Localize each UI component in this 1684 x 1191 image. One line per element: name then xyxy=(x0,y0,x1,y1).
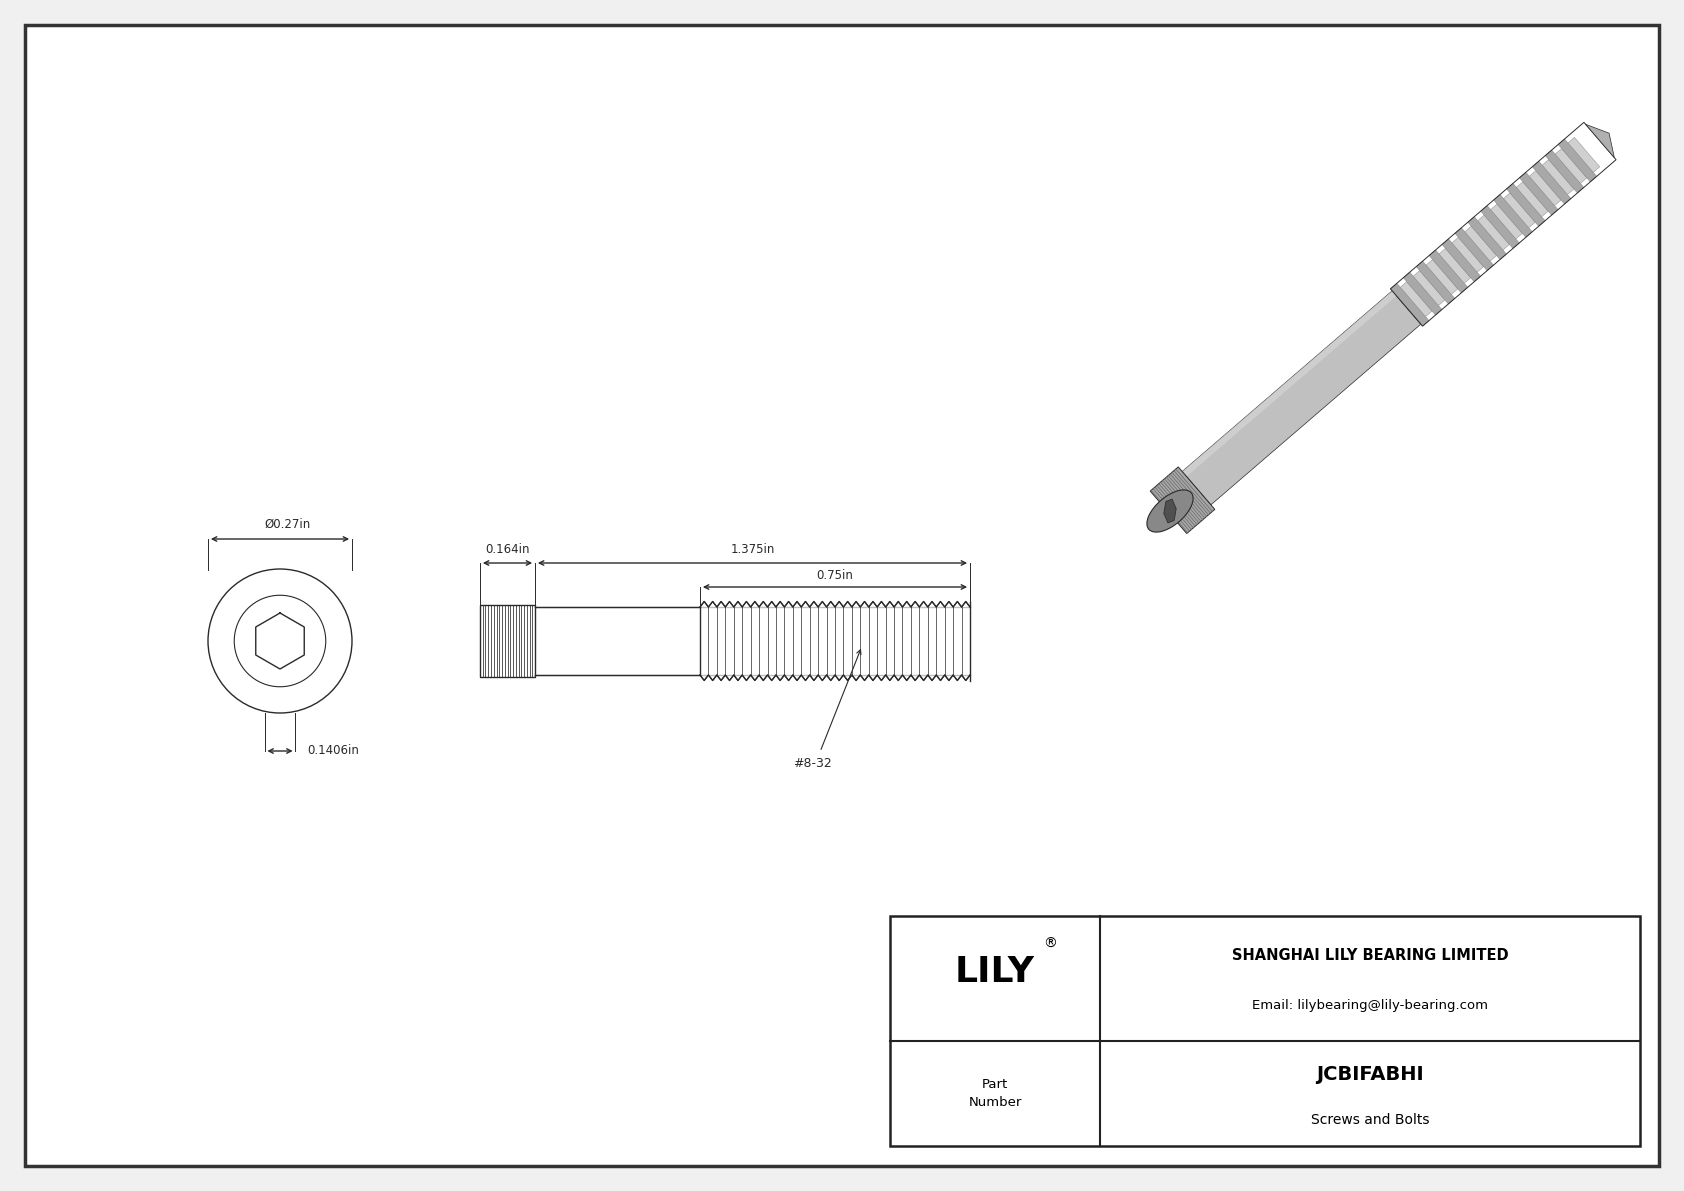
Polygon shape xyxy=(1455,227,1494,270)
Polygon shape xyxy=(1529,170,1561,206)
Text: 0.164in: 0.164in xyxy=(485,543,530,556)
Polygon shape xyxy=(1546,150,1585,193)
Polygon shape xyxy=(1391,283,1430,326)
Polygon shape xyxy=(1465,226,1497,261)
Polygon shape xyxy=(1440,249,1470,283)
Ellipse shape xyxy=(1147,490,1192,532)
Text: Ø0.27in: Ø0.27in xyxy=(264,518,312,531)
Polygon shape xyxy=(1516,182,1548,217)
Polygon shape xyxy=(1543,160,1575,194)
Polygon shape xyxy=(1442,239,1480,282)
Polygon shape xyxy=(1413,270,1445,306)
Circle shape xyxy=(209,569,352,713)
Polygon shape xyxy=(1519,173,1558,216)
Polygon shape xyxy=(1164,499,1175,523)
Polygon shape xyxy=(1568,137,1600,173)
Polygon shape xyxy=(1468,217,1507,260)
Polygon shape xyxy=(1430,250,1468,293)
Text: Part
Number: Part Number xyxy=(968,1078,1022,1110)
Text: LILY: LILY xyxy=(955,955,1036,990)
Text: ®: ® xyxy=(1042,937,1058,952)
Text: #8-32: #8-32 xyxy=(793,757,832,771)
Bar xyxy=(480,605,536,676)
Polygon shape xyxy=(1416,261,1455,304)
Polygon shape xyxy=(1480,206,1519,249)
Bar xyxy=(891,916,1640,1146)
Polygon shape xyxy=(1504,193,1536,227)
Polygon shape xyxy=(1182,291,1421,505)
Polygon shape xyxy=(1507,183,1546,226)
Polygon shape xyxy=(1452,237,1484,273)
Polygon shape xyxy=(1554,149,1586,183)
Polygon shape xyxy=(1426,260,1458,294)
Polygon shape xyxy=(1182,291,1396,476)
Text: 1.375in: 1.375in xyxy=(731,543,775,556)
Text: Screws and Bolts: Screws and Bolts xyxy=(1310,1112,1430,1127)
Polygon shape xyxy=(1532,161,1571,204)
Polygon shape xyxy=(1490,204,1522,239)
Polygon shape xyxy=(1586,124,1615,157)
Polygon shape xyxy=(1558,139,1596,182)
Text: Email: lilybearing@lily-bearing.com: Email: lilybearing@lily-bearing.com xyxy=(1251,999,1489,1012)
Polygon shape xyxy=(1479,216,1509,250)
Polygon shape xyxy=(1403,273,1442,316)
Polygon shape xyxy=(1401,282,1431,317)
Polygon shape xyxy=(1150,467,1214,534)
Text: JCBIFABHI: JCBIFABHI xyxy=(1317,1065,1423,1084)
Text: SHANGHAI LILY BEARING LIMITED: SHANGHAI LILY BEARING LIMITED xyxy=(1231,948,1509,964)
Text: 0.75in: 0.75in xyxy=(817,569,854,582)
Polygon shape xyxy=(1494,194,1532,237)
Text: 0.1406in: 0.1406in xyxy=(308,744,359,757)
